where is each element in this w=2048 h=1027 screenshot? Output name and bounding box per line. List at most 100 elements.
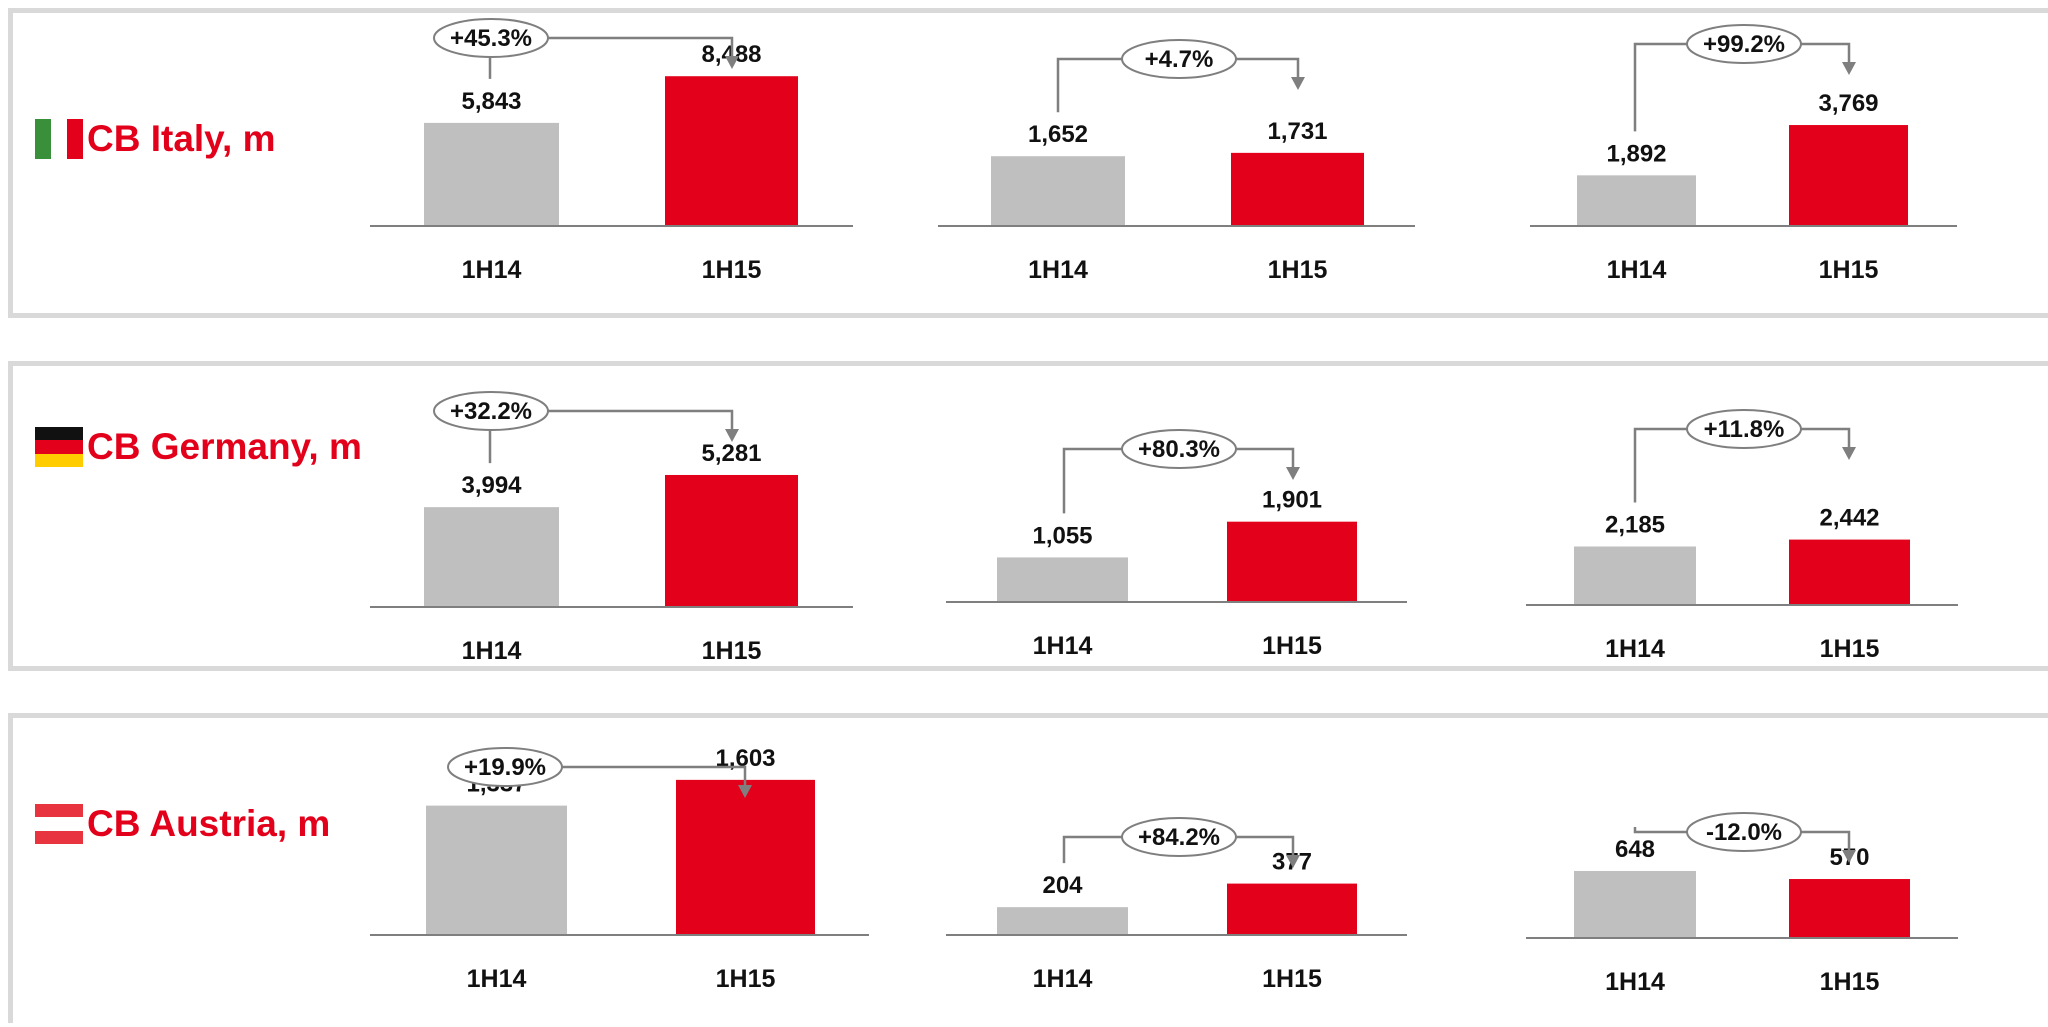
x-tick-label: 1H14 [462, 256, 522, 284]
chart-8: 2041H143771H15+84.2% [946, 817, 1407, 993]
data-label: 1,901 [1262, 487, 1322, 514]
growth-label: +19.9% [464, 754, 546, 781]
data-label: 3,994 [461, 472, 522, 499]
italy-flag-icon [35, 119, 83, 159]
bar-1h15 [1789, 879, 1910, 938]
austria-flag-icon [35, 804, 83, 844]
data-label: 1,652 [1028, 121, 1088, 148]
x-tick-label: 1H14 [1607, 256, 1667, 284]
x-tick-label: 1H15 [1268, 256, 1328, 284]
x-tick-label: 1H15 [1262, 632, 1322, 660]
growth-badge [433, 391, 549, 431]
growth-label: +11.8% [1704, 416, 1785, 443]
growth-badge [1686, 812, 1802, 852]
x-tick-label: 1H14 [1033, 965, 1093, 993]
bar-1h15 [1227, 883, 1357, 935]
chart-4: 3,994 1H14 5,281 1H15 +32.2% [370, 391, 853, 665]
data-label: 3,769 [1818, 90, 1878, 117]
growth-badge [1121, 817, 1237, 857]
data-label: 204 [1042, 872, 1083, 899]
x-tick-label: 1H15 [702, 256, 762, 284]
data-label: 1,731 [1267, 118, 1327, 145]
growth-label: +45.3% [450, 25, 532, 52]
chart-9: 6481H145701H15-12.0% [1526, 812, 1958, 996]
growth-label: +80.3% [1138, 436, 1220, 463]
bar-1h15 [1789, 539, 1910, 605]
x-tick-label: 1H15 [1820, 968, 1880, 996]
data-label: 648 [1615, 836, 1655, 863]
x-tick-label: 1H15 [716, 965, 776, 993]
data-label: 5,281 [701, 440, 761, 467]
arrow-down-icon [725, 56, 739, 69]
bar-1h14 [1574, 546, 1696, 605]
arrow-down-icon [1842, 62, 1856, 75]
region-title: CB Austria, m [87, 803, 331, 844]
arrow-down-icon [1286, 855, 1300, 868]
data-label: 1,055 [1032, 522, 1092, 549]
arrow-down-icon [1291, 77, 1305, 90]
data-label: 1,892 [1606, 140, 1666, 167]
arrow-down-icon [725, 429, 739, 442]
bar-1h14 [1577, 175, 1696, 226]
growth-badge [447, 747, 563, 787]
x-tick-label: 1H14 [1605, 968, 1665, 996]
x-tick-label: 1H14 [1605, 635, 1665, 663]
chart-3: 1,892 1H14 3,769 1H15 +99.2% [1530, 24, 1957, 284]
growth-connector-line [488, 409, 734, 464]
x-tick-label: 1H14 [462, 637, 522, 665]
region-heading-italy: CB Italy, m [35, 118, 275, 160]
bar-1h15 [665, 474, 798, 607]
bar-1h15 [665, 76, 798, 226]
bar-1h15 [1227, 521, 1357, 602]
germany-flag-icon [35, 427, 83, 467]
growth-badge [1121, 39, 1237, 79]
bar-1h14 [1574, 870, 1696, 938]
bar-1h14 [424, 122, 559, 226]
growth-label: +84.2% [1138, 824, 1220, 851]
x-tick-label: 1H15 [1819, 256, 1879, 284]
chart-5: 1,055 1H14 1,901 1H15 +80.3% [946, 429, 1407, 660]
bar-1h15 [1789, 125, 1908, 226]
growth-label: +99.2% [1703, 31, 1785, 58]
growth-badge [433, 18, 549, 58]
arrow-down-icon [1286, 467, 1300, 480]
arrow-down-icon [1842, 447, 1856, 460]
x-tick-label: 1H14 [1028, 256, 1088, 284]
growth-label: -12.0% [1706, 819, 1782, 846]
x-tick-label: 1H14 [467, 965, 527, 993]
data-label: 5,843 [461, 88, 521, 115]
bar-1h14 [997, 907, 1128, 935]
region-heading-austria: CB Austria, m [35, 803, 330, 845]
chart-6: 2,185 1H14 2,442 1H15 +11.8% [1526, 409, 1958, 663]
x-tick-label: 1H15 [1820, 635, 1880, 663]
x-tick-label: 1H14 [1033, 632, 1093, 660]
panel-austria: CB Austria, m [8, 713, 2048, 1023]
region-title: CB Italy, m [87, 118, 276, 159]
bar-1h15 [676, 779, 815, 935]
bar-1h15 [1231, 152, 1364, 226]
bar-1h14 [424, 507, 559, 607]
data-label: 2,185 [1605, 511, 1665, 538]
arrow-down-icon [1842, 850, 1856, 863]
chart-2: 1,652 1H14 1,731 1H15 +4.7% [938, 39, 1415, 284]
growth-badge [1121, 429, 1237, 469]
x-tick-label: 1H15 [702, 637, 762, 665]
arrow-down-icon [738, 785, 752, 798]
panel-italy: CB Italy, m [8, 8, 2048, 318]
growth-badge [1686, 409, 1802, 449]
panel-germany: CB Germany, m [8, 361, 2048, 671]
data-label: 2,442 [1819, 505, 1879, 532]
bar-1h14 [426, 805, 567, 935]
bar-1h14 [997, 557, 1128, 602]
growth-label: +4.7% [1145, 46, 1214, 73]
region-heading-germany: CB Germany, m [35, 426, 362, 468]
x-tick-label: 1H15 [1262, 965, 1322, 993]
growth-connector-line [488, 36, 734, 79]
growth-label: +32.2% [450, 398, 532, 425]
growth-badge [1686, 24, 1802, 64]
bar-1h14 [991, 156, 1125, 226]
region-title: CB Germany, m [87, 426, 362, 467]
